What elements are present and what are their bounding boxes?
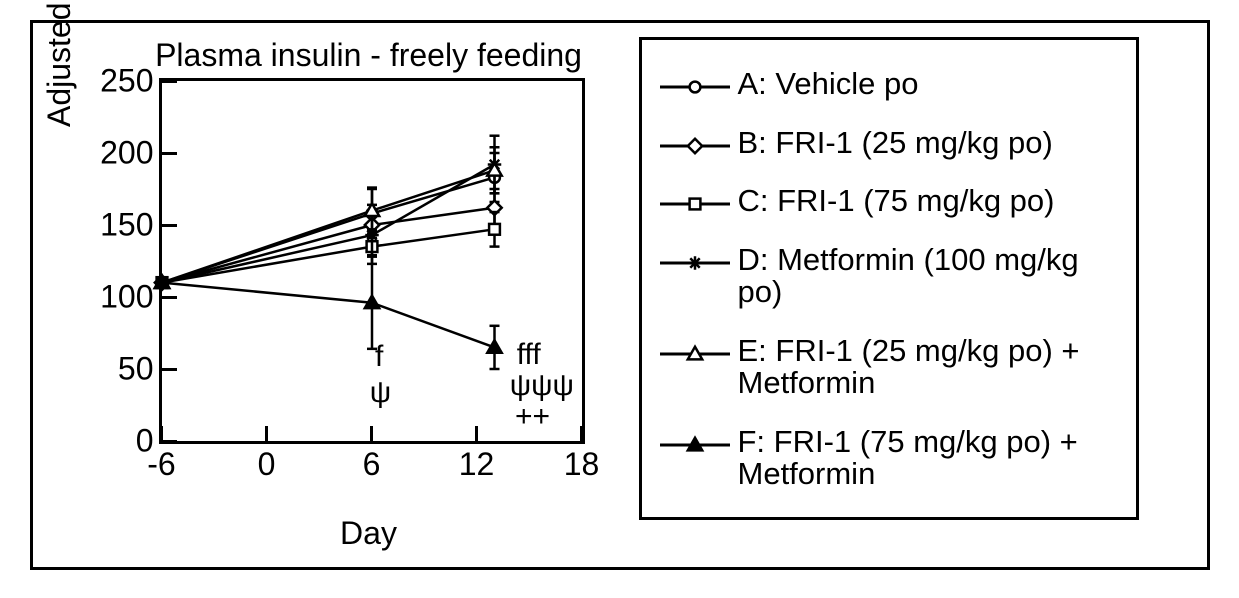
x-tick — [370, 426, 373, 444]
y-tick-label: 0 — [84, 423, 154, 460]
chart-area: Plasma insulin - freely feeding Adjusted… — [49, 37, 609, 547]
legend-item: C: FRI-1 (75 mg/kg po) — [660, 185, 1118, 218]
x-tick — [160, 426, 163, 444]
legend-marker — [660, 252, 730, 274]
legend-item: D: Metformin (100 mg/kg po) — [660, 244, 1118, 309]
x-tick-label: -6 — [147, 446, 175, 483]
legend-label: C: FRI-1 (75 mg/kg po) — [738, 185, 1055, 218]
annotation: ψ — [370, 378, 391, 408]
legend-item: B: FRI-1 (25 mg/kg po) — [660, 127, 1118, 160]
y-tick — [159, 224, 177, 227]
legend: A: Vehicle po B: FRI-1 (25 mg/kg po) C: FR… — [639, 37, 1139, 520]
y-tick-label: 50 — [84, 351, 154, 388]
y-tick-label: 200 — [84, 135, 154, 172]
chart-title: Plasma insulin - freely feeding — [129, 37, 609, 74]
y-tick — [159, 296, 177, 299]
y-tick — [159, 80, 177, 83]
y-tick-label: 150 — [84, 207, 154, 244]
annotation: ψψψ — [510, 371, 574, 401]
annotation: ++ — [515, 402, 550, 432]
x-axis-label: Day — [159, 515, 579, 552]
legend-item: F: FRI-1 (75 mg/kg po) +Metformin — [660, 426, 1118, 491]
legend-marker — [660, 135, 730, 157]
x-tick-label: 12 — [459, 446, 495, 483]
x-tick-label: 18 — [564, 446, 600, 483]
legend-label: D: Metformin (100 mg/kg po) — [738, 244, 1118, 309]
x-tick-label: 0 — [258, 446, 276, 483]
y-tick — [159, 152, 177, 155]
legend-marker — [660, 434, 730, 456]
annotation: fff — [517, 340, 541, 370]
x-tick-label: 6 — [363, 446, 381, 483]
legend-marker — [660, 343, 730, 365]
y-tick-label: 100 — [84, 279, 154, 316]
legend-marker — [660, 193, 730, 215]
y-axis-label: Adjusted plasma insulin, ng/ml — [41, 0, 78, 127]
legend-item: A: Vehicle po — [660, 68, 1118, 101]
x-tick — [475, 426, 478, 444]
y-tick — [159, 368, 177, 371]
legend-label: E: FRI-1 (25 mg/kg po) +Metformin — [738, 335, 1080, 400]
legend-label: B: FRI-1 (25 mg/kg po) — [738, 127, 1053, 160]
plot-box: 050100150200250-6061218fψfffψψψ++ — [159, 78, 585, 444]
data-marker — [489, 224, 500, 235]
legend-label: A: Vehicle po — [738, 68, 919, 101]
legend-label: F: FRI-1 (75 mg/kg po) +Metformin — [738, 426, 1078, 491]
legend-marker — [660, 76, 730, 98]
x-tick — [580, 426, 583, 444]
annotation: f — [375, 342, 383, 372]
x-tick — [265, 426, 268, 444]
figure-container: Plasma insulin - freely feeding Adjusted… — [30, 20, 1210, 570]
legend-item: E: FRI-1 (25 mg/kg po) +Metformin — [660, 335, 1118, 400]
y-tick-label: 250 — [84, 63, 154, 100]
